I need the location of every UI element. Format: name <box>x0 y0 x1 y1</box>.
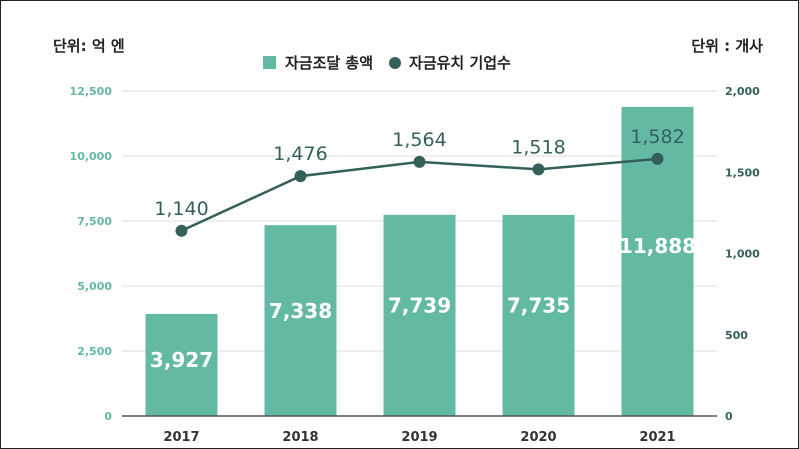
y-right-tick-label: 1,500 <box>725 166 760 179</box>
y-left-tick-label: 12,500 <box>70 85 113 98</box>
right-unit-label: 단위 : 개사 <box>691 37 763 55</box>
y-right-tick-label: 0 <box>725 410 733 423</box>
x-tick-label: 2018 <box>282 430 318 445</box>
bar-data-label: 7,739 <box>388 293 451 317</box>
bar <box>145 313 218 416</box>
line-point <box>294 170 307 183</box>
y-right-tick-label: 1,000 <box>725 248 760 261</box>
legend-bar-swatch <box>263 56 276 69</box>
y-right-tick-label: 500 <box>725 329 748 342</box>
bar <box>264 225 337 416</box>
bar <box>502 214 575 416</box>
y-left-tick-label: 5,000 <box>77 280 112 293</box>
x-tick-label: 2020 <box>520 430 556 445</box>
left-unit-label: 단위: 억 엔 <box>53 37 125 55</box>
line-data-label: 1,582 <box>630 126 684 148</box>
bar-data-label: 11,888 <box>619 234 696 258</box>
y-left-tick-label: 7,500 <box>77 215 112 228</box>
line-data-label: 1,564 <box>392 129 446 151</box>
line-data-label: 1,140 <box>154 198 208 220</box>
x-tick-label: 2019 <box>401 430 437 445</box>
y-right-tick-label: 2,000 <box>725 85 760 98</box>
line-point <box>532 163 545 176</box>
y-left-tick-label: 0 <box>104 410 112 423</box>
x-tick-label: 2017 <box>163 430 199 445</box>
line-point <box>413 155 426 168</box>
y-left-tick-label: 10,000 <box>70 150 113 163</box>
line-data-label: 1,518 <box>511 136 565 158</box>
bar-data-label: 3,927 <box>150 348 213 372</box>
line-point <box>651 152 664 165</box>
legend-line-swatch <box>389 56 402 69</box>
x-tick-label: 2021 <box>639 430 675 445</box>
bar <box>383 214 456 416</box>
line-data-label: 1,476 <box>273 143 327 165</box>
legend-line-label: 자금유치 기업수 <box>409 54 511 72</box>
legend-item-bar: 자금조달 총액 <box>263 52 373 73</box>
y-left-tick-label: 2,500 <box>77 345 112 358</box>
bar-data-label: 7,338 <box>269 299 332 323</box>
bar-data-label: 7,735 <box>507 293 570 317</box>
chart-legend: 자금조달 총액 자금유치 기업수 <box>263 52 527 73</box>
legend-bar-label: 자금조달 총액 <box>285 54 374 72</box>
line-point <box>175 224 188 237</box>
legend-item-line: 자금유치 기업수 <box>389 52 511 73</box>
